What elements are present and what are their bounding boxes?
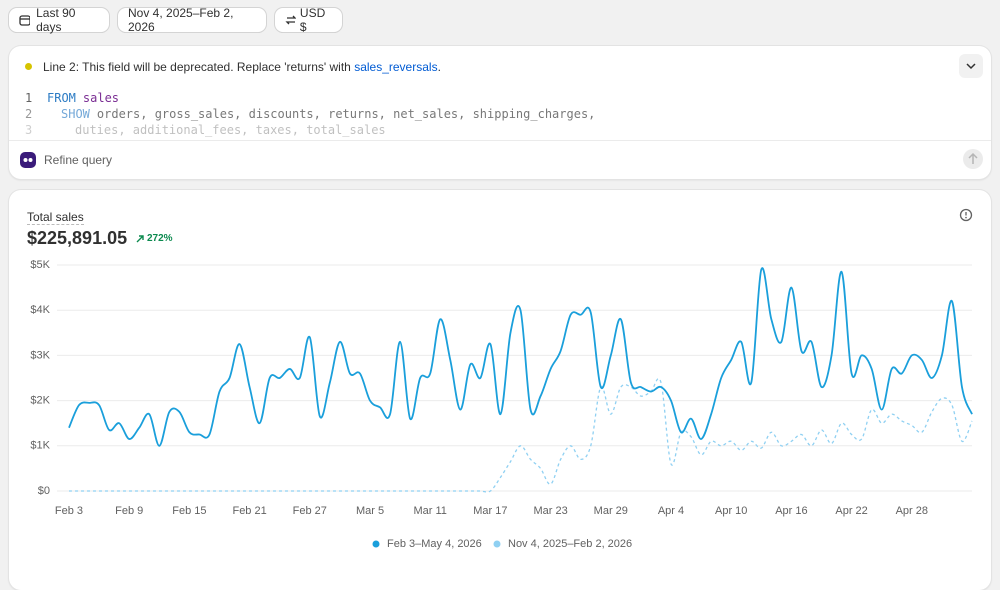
legend-dot xyxy=(493,540,501,548)
info-icon[interactable] xyxy=(959,208,973,222)
chart-title: Total sales xyxy=(27,210,84,225)
legend-label: Nov 4, 2025–Feb 2, 2026 xyxy=(508,538,632,550)
code-line: 2 SHOW orders, gross_sales, discounts, ret… xyxy=(25,106,595,122)
x-tick-label: Mar 5 xyxy=(356,505,384,517)
y-tick-label: $5K xyxy=(30,259,50,271)
y-tick-label: $3K xyxy=(30,349,50,361)
x-tick-label: Apr 22 xyxy=(835,505,867,517)
refine-query[interactable]: Refine query xyxy=(44,153,113,167)
code-text: orders, gross_sales, discounts, returns,… xyxy=(96,107,596,121)
y-tick-label: $4K xyxy=(30,304,50,316)
line-number: 1 xyxy=(25,91,33,105)
change-value: 272% xyxy=(147,233,173,244)
x-tick-label: Mar 17 xyxy=(473,505,507,517)
trend-arrow xyxy=(136,235,144,243)
x-tick-label: Feb 15 xyxy=(172,505,206,517)
warning-link[interactable]: sales_reversals xyxy=(354,60,438,74)
series-line xyxy=(68,377,973,493)
compare-button[interactable]: Nov 4, 2025–Feb 2, 2026 xyxy=(118,6,266,34)
x-tick-label: Apr 28 xyxy=(896,505,928,517)
x-tick-label: Apr 16 xyxy=(775,505,807,517)
warning: Line 2: This field will be deprecated. R… xyxy=(43,60,441,74)
series-line xyxy=(68,267,973,447)
x-tick-label: Feb 21 xyxy=(232,505,266,517)
warning-dot xyxy=(25,63,32,70)
x-tick-label: Mar 11 xyxy=(413,505,446,517)
legend-dot xyxy=(372,540,380,548)
x-tick-label: Mar 29 xyxy=(594,505,628,517)
swap-icon xyxy=(285,15,296,25)
x-tick-label: Apr 10 xyxy=(715,505,747,517)
collapse-button[interactable] xyxy=(959,54,983,78)
query-card: Line 2: This field will be deprecated. R… xyxy=(9,46,991,179)
keyword: FROM xyxy=(47,91,76,105)
code: 1 FROM sales 2 SHOW orders, gross_sales, dis… xyxy=(25,90,595,138)
y-tick-label: $1K xyxy=(30,440,50,452)
x-tick-label: Feb 27 xyxy=(293,505,327,517)
currency-button[interactable]: USD $ xyxy=(275,6,342,34)
warning-text: Line 2: This field will be deprecated. R… xyxy=(43,60,351,74)
range-label: Last 90 days xyxy=(36,6,76,34)
y-tick-label: $0 xyxy=(38,485,50,497)
keyword: SHOW xyxy=(61,107,90,121)
x-tick-label: Feb 3 xyxy=(55,505,83,517)
total-value: $225,891.05 xyxy=(27,228,128,248)
chart-card: Total sales $225,891.05 272% xyxy=(9,190,991,590)
code-line: 1 FROM sales xyxy=(25,90,595,106)
chevron-icon xyxy=(966,63,976,70)
y-tick-label: $2K xyxy=(30,395,50,407)
range-button[interactable]: Last 90 days xyxy=(9,6,109,34)
x-tick-label: Mar 23 xyxy=(533,505,567,517)
calendar-icon xyxy=(19,15,31,26)
compare-label: Nov 4, 2025–Feb 2, 2026 xyxy=(128,6,234,34)
change: 272% xyxy=(136,233,173,244)
send-button[interactable] xyxy=(963,149,983,169)
x-tick-label: Feb 9 xyxy=(115,505,143,517)
divider xyxy=(9,140,991,141)
page: Last 90 days Nov 4, 2025–Feb 2, 2026 USD… xyxy=(9,6,991,590)
sidekick-icon xyxy=(20,152,36,168)
code-text: sales xyxy=(82,91,120,105)
code-text: duties, additional_fees, taxes, total_sa… xyxy=(75,123,386,137)
x-tick-label: Apr 4 xyxy=(658,505,684,517)
warning-end: . xyxy=(437,60,441,74)
currency-label: USD $ xyxy=(299,6,326,34)
code-line: 3 duties, additional_fees, taxes, total_s… xyxy=(25,122,595,138)
line-number: 2 xyxy=(25,107,33,121)
line-number: 3 xyxy=(25,123,33,137)
legend-label: Feb 3–May 4, 2026 xyxy=(387,538,482,550)
chart: $0 $1K $2K $3K $4K $5K Feb 3 Feb 9 Feb 15 Feb 21 F… xyxy=(30,259,973,550)
